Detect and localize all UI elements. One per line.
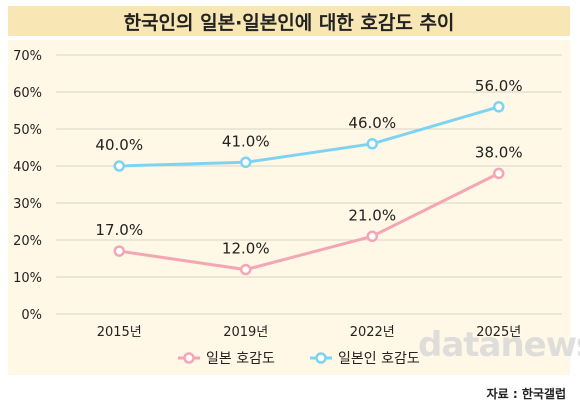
data-label: 56.0% bbox=[475, 77, 523, 95]
data-label: 46.0% bbox=[348, 114, 396, 132]
data-point bbox=[493, 167, 505, 180]
x-tick-label: 2015년 bbox=[97, 325, 142, 340]
data-label: 41.0% bbox=[222, 132, 270, 150]
y-tick-label: 40% bbox=[13, 160, 42, 175]
series-line bbox=[119, 172, 500, 272]
legend-swatch-marker bbox=[183, 352, 195, 364]
data-label: 40.0% bbox=[95, 136, 143, 154]
data-point bbox=[240, 263, 252, 276]
x-tick-label: 2019년 bbox=[223, 325, 268, 340]
data-label: 17.0% bbox=[95, 221, 143, 239]
data-point bbox=[366, 230, 378, 243]
data-label: 21.0% bbox=[348, 206, 396, 224]
y-tick-label: 60% bbox=[13, 86, 42, 101]
legend-label: 일본인 호감도 bbox=[338, 351, 420, 367]
x-tick-label: 2022년 bbox=[350, 325, 395, 340]
data-point bbox=[240, 156, 252, 169]
source-note: 자료 : 한국갤럽 bbox=[486, 387, 566, 401]
watermark-logo: datanews bbox=[418, 325, 580, 365]
legend-swatch-marker bbox=[315, 352, 327, 364]
series-line bbox=[119, 105, 500, 168]
legend-label: 일본 호감도 bbox=[206, 351, 275, 367]
data-point bbox=[493, 101, 505, 113]
y-tick-label: 50% bbox=[13, 123, 42, 138]
y-tick-label: 30% bbox=[13, 197, 42, 212]
data-point bbox=[113, 245, 125, 257]
chart-panel: 0% 10% 20% 30% 40% 50% 60% 70% 2015년 2019년 2022년 20… bbox=[8, 40, 570, 375]
data-label: 38.0% bbox=[475, 143, 523, 161]
data-label: 12.0% bbox=[222, 240, 270, 258]
y-tick-label: 0% bbox=[21, 308, 42, 323]
chart-title: 한국인의 일본·일본인에 대한 호감도 추이 bbox=[8, 6, 570, 36]
data-point bbox=[113, 160, 125, 172]
line-chart: 0% 10% 20% 30% 40% 50% 60% 70% 2015년 2019년 2022년 20… bbox=[13, 49, 562, 367]
x-tick-label: 2025년 bbox=[476, 325, 521, 340]
y-tick-label: 10% bbox=[13, 271, 42, 286]
y-tick-label: 70% bbox=[13, 49, 42, 64]
data-point bbox=[366, 138, 378, 150]
y-tick-label: 20% bbox=[13, 234, 42, 249]
